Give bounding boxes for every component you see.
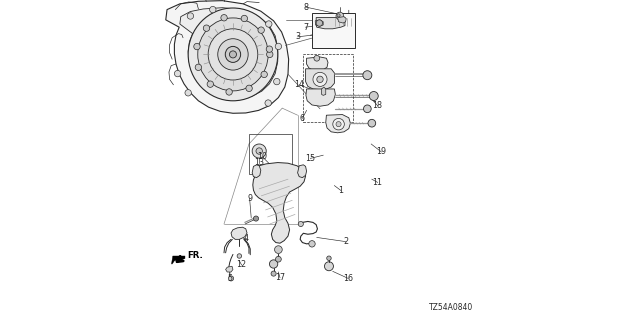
- Ellipse shape: [198, 18, 268, 91]
- Text: 15: 15: [305, 154, 316, 163]
- Circle shape: [316, 20, 323, 26]
- Text: 12: 12: [237, 260, 246, 269]
- Circle shape: [336, 12, 344, 20]
- Ellipse shape: [225, 46, 241, 62]
- Polygon shape: [338, 17, 346, 23]
- Circle shape: [204, 25, 210, 31]
- Circle shape: [253, 216, 259, 221]
- Bar: [312, 13, 355, 48]
- Text: 17: 17: [275, 273, 285, 282]
- Circle shape: [269, 260, 278, 268]
- Circle shape: [241, 15, 248, 22]
- Polygon shape: [231, 227, 247, 239]
- Circle shape: [298, 221, 303, 227]
- Circle shape: [267, 51, 273, 58]
- Polygon shape: [298, 165, 307, 178]
- Polygon shape: [307, 57, 328, 71]
- Circle shape: [228, 276, 234, 281]
- Polygon shape: [315, 20, 323, 26]
- Text: 4: 4: [244, 234, 249, 243]
- Polygon shape: [306, 89, 335, 106]
- Circle shape: [314, 55, 320, 61]
- Circle shape: [174, 70, 180, 77]
- Circle shape: [210, 6, 216, 13]
- Text: 13: 13: [254, 158, 264, 167]
- Circle shape: [324, 262, 333, 271]
- Text: 10: 10: [257, 152, 268, 161]
- Text: 8: 8: [303, 3, 308, 12]
- Circle shape: [252, 144, 266, 158]
- Circle shape: [364, 105, 371, 113]
- Text: 14: 14: [294, 80, 304, 89]
- Circle shape: [336, 122, 341, 127]
- Circle shape: [188, 13, 193, 19]
- Circle shape: [309, 241, 315, 247]
- Text: FR.: FR.: [187, 252, 203, 260]
- Bar: [303, 54, 353, 122]
- Polygon shape: [253, 163, 306, 243]
- Circle shape: [258, 27, 264, 33]
- Polygon shape: [252, 165, 261, 178]
- Text: 9: 9: [247, 194, 252, 203]
- Polygon shape: [172, 256, 185, 264]
- Polygon shape: [322, 87, 326, 95]
- Text: 6: 6: [300, 114, 305, 123]
- Circle shape: [275, 43, 282, 50]
- Circle shape: [221, 15, 227, 21]
- Circle shape: [226, 89, 232, 95]
- Circle shape: [313, 72, 327, 86]
- Circle shape: [271, 271, 276, 276]
- Text: 11: 11: [372, 178, 383, 187]
- Text: 1: 1: [339, 186, 343, 195]
- Circle shape: [261, 71, 268, 78]
- Circle shape: [266, 21, 272, 27]
- Circle shape: [195, 64, 202, 70]
- Polygon shape: [166, 1, 289, 113]
- Circle shape: [274, 78, 280, 85]
- Text: 19: 19: [376, 148, 387, 156]
- Text: 16: 16: [343, 274, 353, 283]
- Circle shape: [275, 246, 282, 253]
- Text: 3: 3: [295, 32, 300, 41]
- Circle shape: [368, 119, 376, 127]
- Circle shape: [265, 100, 271, 106]
- Circle shape: [337, 14, 340, 17]
- Polygon shape: [316, 18, 345, 29]
- Circle shape: [317, 76, 323, 83]
- Circle shape: [246, 85, 252, 92]
- Circle shape: [369, 92, 378, 100]
- Polygon shape: [180, 8, 278, 99]
- Ellipse shape: [208, 29, 258, 80]
- Circle shape: [266, 46, 273, 52]
- Polygon shape: [306, 69, 334, 90]
- Text: 5: 5: [228, 274, 233, 283]
- Circle shape: [207, 81, 214, 87]
- Circle shape: [194, 43, 200, 50]
- Text: 18: 18: [372, 101, 383, 110]
- Circle shape: [363, 71, 372, 80]
- Circle shape: [327, 256, 332, 260]
- Polygon shape: [226, 266, 233, 272]
- Text: 7: 7: [303, 23, 308, 32]
- Ellipse shape: [188, 8, 278, 101]
- Circle shape: [333, 118, 344, 130]
- Circle shape: [185, 90, 191, 96]
- Circle shape: [237, 254, 242, 258]
- Ellipse shape: [230, 51, 237, 58]
- Ellipse shape: [218, 39, 248, 70]
- Text: TZ54A0840: TZ54A0840: [429, 303, 474, 312]
- Circle shape: [256, 148, 262, 154]
- Bar: [249, 134, 292, 174]
- Polygon shape: [326, 115, 351, 133]
- Text: 2: 2: [343, 237, 348, 246]
- Circle shape: [275, 256, 282, 262]
